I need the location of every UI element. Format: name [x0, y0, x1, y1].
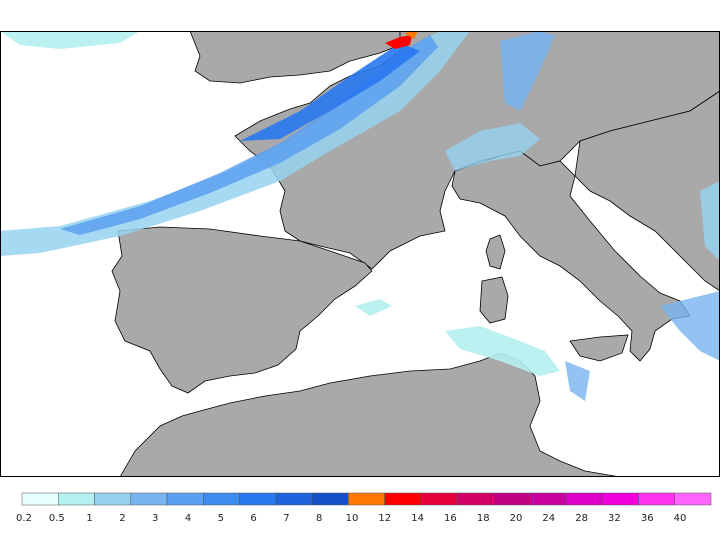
precip-peak-orange	[404, 31, 418, 39]
corsica	[485, 234, 506, 270]
legend-tick-label: 14	[411, 513, 424, 524]
legend-tick-label: 1	[86, 513, 92, 524]
legend-swatch	[130, 492, 168, 506]
precip-top-left	[0, 31, 140, 49]
balkans	[574, 90, 720, 292]
legend-tick-label: 6	[250, 513, 256, 524]
precip-alps	[445, 123, 540, 171]
legend-tick-label: 7	[283, 513, 289, 524]
legend-swatch	[565, 492, 603, 506]
legend-swatch	[239, 492, 277, 506]
precipitation-overlay	[0, 31, 720, 401]
legend-tick-label: 2	[119, 513, 125, 524]
legend-tick-label: 3	[152, 513, 158, 524]
sicily	[569, 334, 629, 362]
iberia	[111, 226, 373, 394]
sardinia	[479, 276, 509, 324]
legend-tick-label: 20	[510, 513, 523, 524]
precip-med-small	[355, 299, 392, 316]
legend-swatch	[58, 492, 95, 506]
precip-tunisia	[445, 326, 560, 376]
legend-swatch	[674, 492, 712, 506]
italy	[451, 150, 691, 362]
legend-tick-label: 12	[378, 513, 391, 524]
legend-tick-label: 5	[218, 513, 224, 524]
legend-swatch	[493, 492, 530, 506]
legend-swatch	[348, 492, 385, 506]
precip-central-europe	[500, 31, 555, 111]
precip-east-edge	[700, 181, 720, 261]
legend-swatch	[94, 492, 132, 506]
legend-tick-label: 18	[477, 513, 490, 524]
precipitation-map	[0, 31, 720, 477]
legend-tick-label: 0.5	[49, 513, 65, 524]
legend-tick-label: 16	[444, 513, 457, 524]
legend-swatch	[384, 492, 422, 506]
precip-peak	[385, 35, 412, 49]
legend-tick-label: 32	[608, 513, 621, 524]
legend-swatch	[203, 492, 240, 506]
precip-band-core	[240, 43, 420, 141]
legend-tick-label: 4	[185, 513, 191, 524]
legend-tick-label: 10	[346, 513, 359, 524]
legend-swatch	[601, 492, 639, 506]
precipitation-legend: 0.2 0.5 1 2 3 4 5 6 7 8 10 12 14 16 18 20 24 28 32 36 40	[16, 492, 712, 524]
legend-swatch	[456, 492, 494, 506]
legend-tick-label: 8	[316, 513, 322, 524]
legend-swatch	[529, 492, 567, 506]
precip-ionian	[565, 361, 590, 401]
legend-tick-label: 28	[575, 513, 588, 524]
legend-swatch	[275, 492, 313, 506]
north-africa	[119, 352, 621, 477]
legend-swatch	[311, 492, 349, 506]
legend-swatch	[21, 492, 59, 506]
legend-tick-label: 0.2	[16, 513, 32, 524]
legend-swatch	[166, 492, 204, 506]
legend-tick-label: 24	[542, 513, 555, 524]
legend-swatch	[420, 492, 458, 506]
precip-south-italy	[660, 291, 720, 361]
legend-tick-label: 40	[674, 513, 687, 524]
legend-tick-label: 36	[641, 513, 654, 524]
legend-swatch	[638, 492, 675, 506]
